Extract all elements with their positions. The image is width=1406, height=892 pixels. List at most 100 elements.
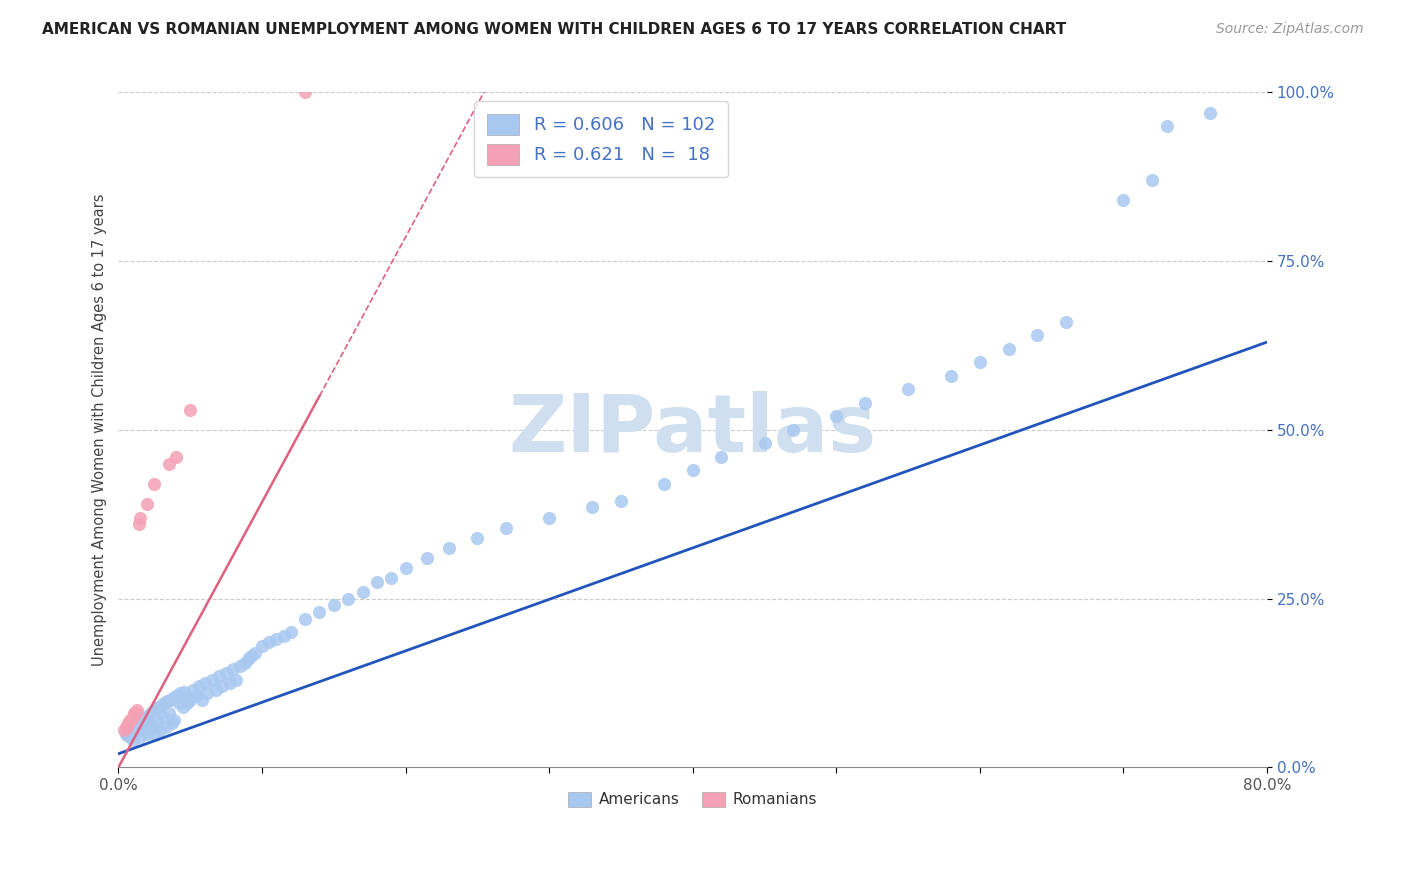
Point [201,673,224,687]
Point [495,521,517,535]
Point [229,659,252,673]
Point [581,500,603,515]
Point [179,402,201,417]
Point [155,720,177,734]
Point [139,716,162,731]
Point [117,716,139,731]
Point [969,355,991,369]
Point [143,476,166,491]
Point [211,679,233,693]
Point [142,720,165,734]
Point [1156,119,1178,133]
Point [128,517,150,532]
Point [112,723,135,738]
Point [128,716,150,731]
Point [135,723,157,738]
Point [215,665,238,680]
Point [136,726,159,740]
Point [117,725,139,739]
Point [233,656,256,670]
Point [169,686,191,700]
Point [146,713,169,727]
Point [1026,328,1049,343]
Point [118,713,141,727]
Y-axis label: Unemployment Among Women with Children Ages 6 to 17 years: Unemployment Among Women with Children A… [93,194,107,666]
Point [132,720,155,734]
Text: AMERICAN VS ROMANIAN UNEMPLOYMENT AMONG WOMEN WITH CHILDREN AGES 6 TO 17 YEARS C: AMERICAN VS ROMANIAN UNEMPLOYMENT AMONG … [42,22,1066,37]
Point [136,709,159,723]
Point [124,706,146,721]
Point [366,574,388,589]
Point [121,709,143,723]
Point [129,730,152,744]
Point [156,694,179,708]
Point [122,706,145,721]
Point [114,720,136,734]
Point [652,476,675,491]
Point [322,599,344,613]
Point [538,510,561,524]
Point [782,423,804,437]
Point [162,691,184,706]
Point [157,457,180,471]
Point [124,718,146,732]
Point [181,682,204,697]
Point [190,692,212,706]
Point [179,692,201,706]
Point [118,730,141,744]
Point [1140,173,1163,187]
Text: Source: ZipAtlas.com: Source: ZipAtlas.com [1216,22,1364,37]
Point [467,531,489,545]
Point [141,706,163,721]
Point [121,733,143,747]
Point [205,682,228,697]
Point [250,639,273,653]
Point [337,591,360,606]
Point [236,652,259,666]
Point [394,561,416,575]
Point [294,86,316,100]
Point [187,679,209,693]
Point [157,706,180,721]
Point [138,707,160,722]
Point [897,382,920,396]
Point [120,713,142,727]
Point [176,696,198,710]
Point [266,632,288,646]
Point [114,726,136,740]
Point [997,342,1019,356]
Point [149,723,172,738]
Point [754,436,776,450]
Text: ZIPatlas: ZIPatlas [509,391,877,469]
Point [150,698,173,713]
Point [1198,105,1220,120]
Point [208,669,231,683]
Point [136,497,159,511]
Point [167,696,190,710]
Point [122,721,145,735]
Point [853,396,876,410]
Point [308,605,330,619]
Point [173,684,195,698]
Point [159,692,181,706]
Point [219,676,242,690]
Point [120,723,142,738]
Point [222,662,245,676]
Point [294,612,316,626]
Point [825,409,848,424]
Point [610,493,633,508]
Point [121,720,143,734]
Point [225,673,247,687]
Point [160,716,183,731]
Point [115,720,138,734]
Point [145,701,167,715]
Point [143,726,166,740]
Point [941,368,963,383]
Point [682,463,704,477]
Point [194,676,217,690]
Point [273,629,295,643]
Point [416,551,439,566]
Point [163,713,186,727]
Point [172,699,194,714]
Point [152,709,174,723]
